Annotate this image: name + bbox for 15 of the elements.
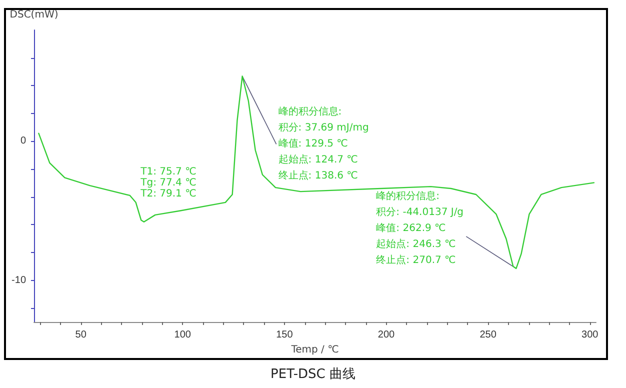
annotation: 峰的积分信息: 积分: -44.0137 J/g 峰值: 262.9 ℃ 起始点: 246.3 ℃ 终止点: 270.7 ℃ <box>376 190 464 266</box>
x-tick-label: 50 <box>75 330 87 340</box>
y-tick-label: 0 <box>20 136 26 147</box>
x-tick-label: 150 <box>276 330 294 340</box>
annotation: 峰的积分信息: 积分: 37.69 mJ/mg 峰值: 129.5 ℃ 起始点: 124.7 ℃ 终止点: 138.6 ℃ <box>278 106 369 182</box>
y-axis-title: DSC(mW) <box>10 10 58 20</box>
x-tick-label: 250 <box>480 330 497 340</box>
y-tick-label: -10 <box>12 274 26 286</box>
x-tick-label: 100 <box>174 330 192 340</box>
text: PET-DSC 曲线 <box>270 367 356 382</box>
annotation: T1: 75.7 ℃ Tg: 77.4 ℃ T2: 79.1 ℃ <box>140 166 196 200</box>
x-axis-title: Temp / ℃ <box>290 344 339 356</box>
x-tick-label: 200 <box>378 330 396 340</box>
x-tick-label: 300 <box>582 330 599 340</box>
line-series <box>38 76 595 270</box>
